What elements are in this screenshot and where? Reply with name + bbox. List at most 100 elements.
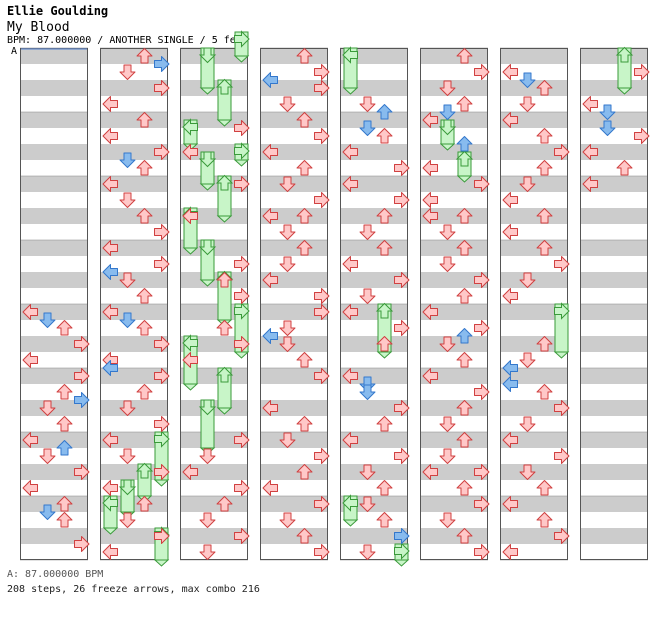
beat-stripe	[420, 48, 488, 64]
arrow-up-icon	[296, 112, 313, 128]
freeze-head-icon	[215, 78, 234, 95]
arrow-right-icon	[474, 272, 490, 288]
arrow-right-icon	[74, 464, 90, 480]
arrow-up-icon	[376, 512, 393, 528]
arrow-down-icon	[199, 544, 216, 560]
arrow-left-icon	[502, 64, 518, 80]
freeze-head-icon	[615, 46, 634, 63]
beat-stripe	[500, 80, 568, 96]
freeze-head-icon	[198, 151, 217, 168]
beat-stripe	[500, 144, 568, 160]
beat-stripe	[260, 48, 328, 64]
freeze-head-icon	[215, 174, 234, 191]
arrow-up-icon	[296, 208, 313, 224]
beat-stripe	[340, 240, 408, 256]
arrow-down-icon	[359, 384, 376, 400]
arrow-left-icon	[22, 480, 38, 496]
chart-column	[340, 47, 408, 561]
freeze-arrow-left	[342, 494, 359, 527]
beat-stripe	[420, 272, 488, 288]
beat-stripe	[20, 464, 88, 480]
arrow-right-icon	[394, 192, 410, 208]
beat-stripe	[260, 112, 328, 128]
arrow-right-icon	[634, 128, 650, 144]
beat-stripe	[20, 176, 88, 192]
arrow-right-icon	[314, 288, 330, 304]
arrow-right-icon	[394, 528, 410, 544]
beat-stripe	[100, 80, 168, 96]
beat-stripe	[260, 304, 328, 320]
freeze-tail	[199, 87, 216, 95]
beat-stripe	[580, 272, 648, 288]
freeze-tail	[216, 215, 233, 223]
arrow-left-icon	[22, 304, 38, 320]
arrow-up-icon	[376, 480, 393, 496]
arrow-up-icon	[216, 496, 233, 512]
beat-stripe	[20, 80, 88, 96]
arrow-left-icon	[422, 464, 438, 480]
arrow-right-icon	[314, 192, 330, 208]
freeze-tail	[182, 247, 199, 255]
arrow-left-icon	[422, 192, 438, 208]
arrow-right-icon	[314, 304, 330, 320]
arrow-down-icon	[279, 512, 296, 528]
arrow-left-icon	[342, 144, 358, 160]
arrow-left-icon	[422, 112, 438, 128]
arrow-down-icon	[439, 336, 456, 352]
arrow-right-icon	[314, 80, 330, 96]
beat-stripe	[340, 336, 408, 352]
arrow-down-icon	[199, 448, 216, 464]
arrow-up-icon	[456, 48, 473, 64]
arrow-down-icon	[39, 312, 56, 328]
freeze-tail	[342, 87, 359, 95]
arrow-layer	[22, 48, 650, 560]
arrow-right-icon	[474, 384, 490, 400]
freeze-tail	[199, 279, 216, 287]
beat-stripe	[260, 464, 328, 480]
arrow-down-icon	[39, 400, 56, 416]
arrow-right-icon	[554, 144, 570, 160]
arrow-up-icon	[536, 480, 553, 496]
arrow-down-icon	[359, 224, 376, 240]
arrow-right-icon	[154, 80, 170, 96]
arrow-right-icon	[314, 496, 330, 512]
arrow-right-icon	[74, 536, 90, 552]
song-title: My Blood	[7, 20, 70, 35]
arrow-right-icon	[234, 432, 250, 448]
arrow-up-icon	[56, 496, 73, 512]
arrow-left-icon	[502, 544, 518, 560]
arrow-down-icon	[279, 176, 296, 192]
arrow-up-icon	[216, 272, 233, 288]
beat-stripe	[20, 112, 88, 128]
arrow-up-icon	[456, 400, 473, 416]
arrow-right-icon	[474, 464, 490, 480]
arrow-up-icon	[456, 328, 473, 344]
freeze-arrow-left	[342, 46, 359, 95]
arrow-down-icon	[119, 152, 136, 168]
arrow-left-icon	[502, 432, 518, 448]
beat-stripe	[580, 368, 648, 384]
arrow-up-icon	[376, 104, 393, 120]
arrow-left-icon	[582, 176, 598, 192]
freeze-head-icon	[234, 30, 250, 48]
arrow-left-icon	[262, 480, 278, 496]
beat-stripe	[100, 48, 168, 64]
arrow-up-icon	[616, 160, 633, 176]
arrow-left-icon	[262, 72, 278, 88]
freeze-head-icon	[182, 118, 198, 136]
arrow-up-icon	[536, 384, 553, 400]
beat-stripe	[580, 432, 648, 448]
freeze-arrow-left	[102, 494, 119, 535]
arrow-up-icon	[456, 136, 473, 152]
beat-stripe	[500, 304, 568, 320]
arrow-left-icon	[342, 368, 358, 384]
arrow-right-icon	[234, 336, 250, 352]
arrow-up-icon	[56, 416, 73, 432]
arrow-down-icon	[279, 96, 296, 112]
arrow-left-icon	[422, 304, 438, 320]
arrow-down-icon	[39, 448, 56, 464]
freeze-tail	[342, 519, 359, 527]
arrow-up-icon	[536, 208, 553, 224]
arrow-down-icon	[119, 512, 136, 528]
freeze-head-icon	[234, 142, 250, 160]
